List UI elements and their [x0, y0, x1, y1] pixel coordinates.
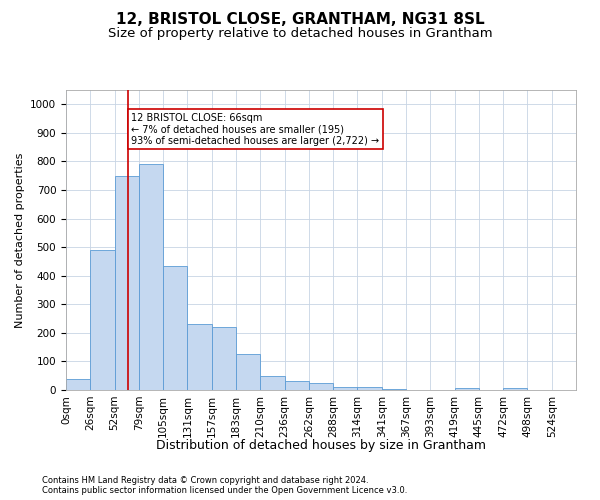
- Bar: [66, 378, 90, 390]
- Bar: [163, 266, 187, 390]
- Bar: [284, 382, 309, 390]
- Text: Size of property relative to detached houses in Grantham: Size of property relative to detached ho…: [107, 28, 493, 40]
- Text: Contains public sector information licensed under the Open Government Licence v3: Contains public sector information licen…: [42, 486, 407, 495]
- Bar: [503, 388, 527, 390]
- Bar: [212, 327, 236, 390]
- Bar: [333, 386, 358, 390]
- Text: 12, BRISTOL CLOSE, GRANTHAM, NG31 8SL: 12, BRISTOL CLOSE, GRANTHAM, NG31 8SL: [116, 12, 484, 28]
- Text: Distribution of detached houses by size in Grantham: Distribution of detached houses by size …: [156, 440, 486, 452]
- Text: 12 BRISTOL CLOSE: 66sqm
← 7% of detached houses are smaller (195)
93% of semi-de: 12 BRISTOL CLOSE: 66sqm ← 7% of detached…: [131, 113, 379, 146]
- Text: Contains HM Land Registry data © Crown copyright and database right 2024.: Contains HM Land Registry data © Crown c…: [42, 476, 368, 485]
- Y-axis label: Number of detached properties: Number of detached properties: [14, 152, 25, 328]
- Bar: [90, 250, 115, 390]
- Bar: [260, 376, 284, 390]
- Bar: [187, 324, 212, 390]
- Bar: [455, 388, 479, 390]
- Bar: [358, 387, 382, 390]
- Bar: [236, 354, 260, 390]
- Bar: [309, 383, 333, 390]
- Bar: [115, 176, 139, 390]
- Bar: [139, 164, 163, 390]
- Bar: [382, 388, 406, 390]
